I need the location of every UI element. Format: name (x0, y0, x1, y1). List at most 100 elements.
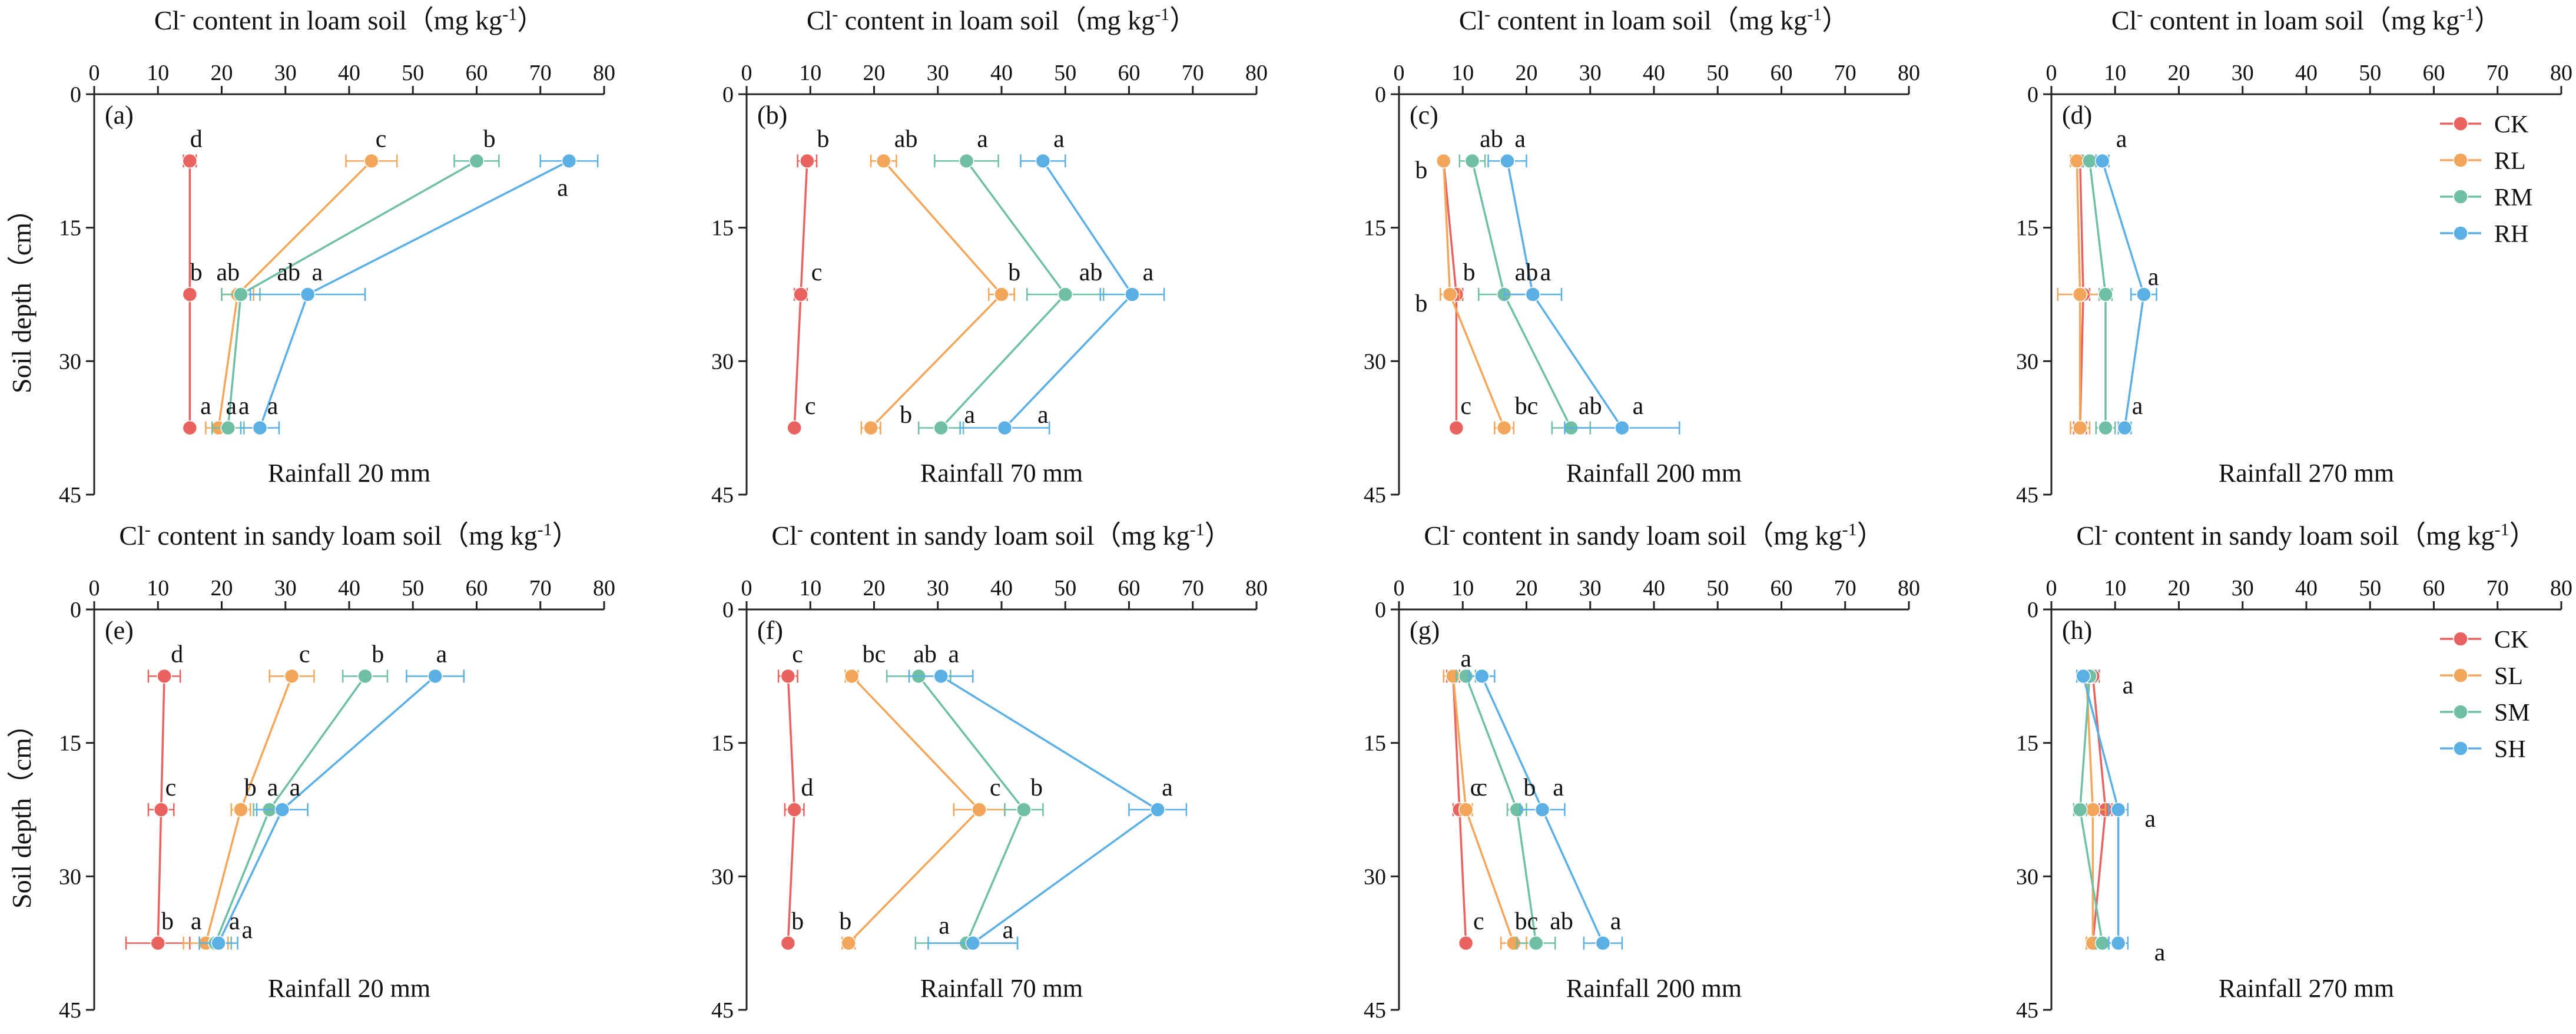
title-text: Cl (2111, 5, 2137, 35)
data-point (2085, 802, 2101, 817)
panel-title: Cl- content in sandy loam soil（mg kg-1） (2076, 520, 2536, 551)
title-superscript: -1 (538, 520, 552, 539)
data-point (220, 420, 236, 436)
panel-h: 0 10 20 30 40 50 60 70 80 0 15 30 45 Cl- content in s… (2016, 520, 2572, 1023)
y-tick-label: 45 (711, 998, 734, 1023)
x-tick-label: 10 (147, 576, 169, 601)
significance-label: a (1162, 774, 1173, 801)
rainfall-label: Rainfall 270 mm (2219, 974, 2394, 1003)
data-point (274, 802, 290, 817)
x-tick-label: 60 (1771, 61, 1793, 85)
panel-title: Cl- content in loam soil（mg kg-1） (154, 5, 544, 35)
data-point (252, 420, 268, 436)
significance-label: ab (1550, 908, 1573, 935)
significance-label: d (171, 641, 183, 668)
significance-label: a (229, 908, 240, 935)
data-point (1448, 420, 1464, 436)
x-tick-label: 80 (2550, 61, 2572, 85)
x-tick-label: 70 (1834, 61, 1856, 85)
x-tick-label: 80 (1245, 576, 1268, 601)
x-tick-label: 70 (1834, 576, 1856, 601)
legend-label: SH (2494, 736, 2526, 763)
rainfall-label: Rainfall 70 mm (920, 459, 1083, 488)
x-tick-label: 20 (863, 576, 886, 601)
y-tick-label: 45 (1364, 483, 1386, 508)
significance-label: bc (863, 641, 886, 668)
series-sl (841, 668, 1006, 951)
title-text: content in loam soil（mg kg (1490, 5, 1807, 35)
significance-label: b (817, 126, 829, 153)
series-sh (2076, 668, 2129, 951)
title-text: ） (1822, 5, 1849, 35)
x-tick-label: 40 (1643, 576, 1665, 601)
y-tick-label: 0 (722, 82, 734, 107)
data-point (1458, 935, 1474, 951)
x-tick-label: 60 (466, 576, 488, 601)
x-tick-label: 80 (1898, 576, 1920, 601)
data-point (1614, 420, 1630, 436)
x-tick-label: 60 (2423, 61, 2445, 85)
y-axis-title: Soil depth（cm） (6, 711, 37, 909)
legend-label: CK (2494, 111, 2528, 138)
panel-f: 0 10 20 30 40 50 60 70 80 0 15 30 45 Cl- content in s… (711, 520, 1268, 1023)
significance-label: a (191, 908, 202, 935)
x-tick-label: 30 (927, 576, 949, 601)
x-tick-label: 30 (274, 576, 297, 601)
data-point (211, 935, 226, 951)
y-tick-label: 30 (1364, 349, 1386, 374)
x-tick-label: 80 (2550, 576, 2572, 601)
data-point (1525, 287, 1541, 302)
title-superscript: - (145, 520, 151, 539)
title-text: ） (1857, 521, 1884, 551)
x-tick-label: 10 (799, 61, 821, 85)
significance-label: c (805, 393, 816, 420)
legend-marker (2453, 226, 2468, 241)
y-tick-label: 15 (2016, 731, 2038, 756)
title-superscript: -1 (2459, 5, 2474, 24)
legend-marker (2453, 668, 2468, 683)
series-line (870, 160, 1003, 429)
x-tick-label: 50 (1054, 61, 1076, 85)
significance-label: b (791, 908, 804, 935)
significance-label: a (964, 402, 976, 429)
series-rm (211, 153, 500, 436)
data-point (300, 287, 316, 302)
x-tick-label: 40 (990, 61, 1013, 85)
legend-label: SL (2494, 663, 2523, 690)
significance-label: a (1610, 908, 1622, 935)
y-tick-label: 0 (1375, 598, 1386, 622)
x-tick-label: 50 (1706, 576, 1729, 601)
x-tick-label: 20 (211, 61, 233, 85)
y-tick-label: 30 (59, 864, 81, 889)
data-point (157, 668, 172, 684)
x-tick-label: 50 (402, 61, 424, 85)
data-point (182, 287, 198, 302)
data-point (182, 420, 198, 436)
x-tick-label: 20 (1516, 61, 1538, 85)
rainfall-label: Rainfall 200 mm (1566, 974, 1742, 1003)
x-tick-label: 40 (338, 576, 360, 601)
significance-label: c (1460, 393, 1471, 420)
data-point (150, 935, 165, 951)
x-tick-label: 30 (927, 61, 949, 85)
x-tick-label: 10 (799, 576, 821, 601)
title-text: ） (1205, 521, 1232, 551)
title-superscript: - (797, 520, 803, 539)
data-point (2117, 420, 2133, 436)
significance-label: a (1553, 774, 1564, 801)
significance-label: ab (1579, 393, 1602, 420)
significance-label: ab (277, 259, 300, 286)
significance-label: a (1633, 393, 1644, 420)
y-tick-label: 45 (2016, 998, 2038, 1023)
significance-label: a (1002, 917, 1013, 944)
legend-label: SM (2494, 700, 2530, 727)
legend-marker (2453, 631, 2468, 647)
panel-a: 0 10 20 30 40 50 60 70 80 0 15 30 45 Cl- content in l… (6, 5, 615, 508)
panel-title: Cl- content in sandy loam soil（mg kg-1） (119, 520, 579, 551)
x-tick-label: 60 (1771, 576, 1793, 601)
x-tick-label: 30 (1579, 61, 1602, 85)
series-sh (1468, 668, 1623, 951)
series-rh (959, 153, 1165, 436)
title-text: Cl (807, 5, 832, 35)
significance-label: a (948, 641, 959, 668)
